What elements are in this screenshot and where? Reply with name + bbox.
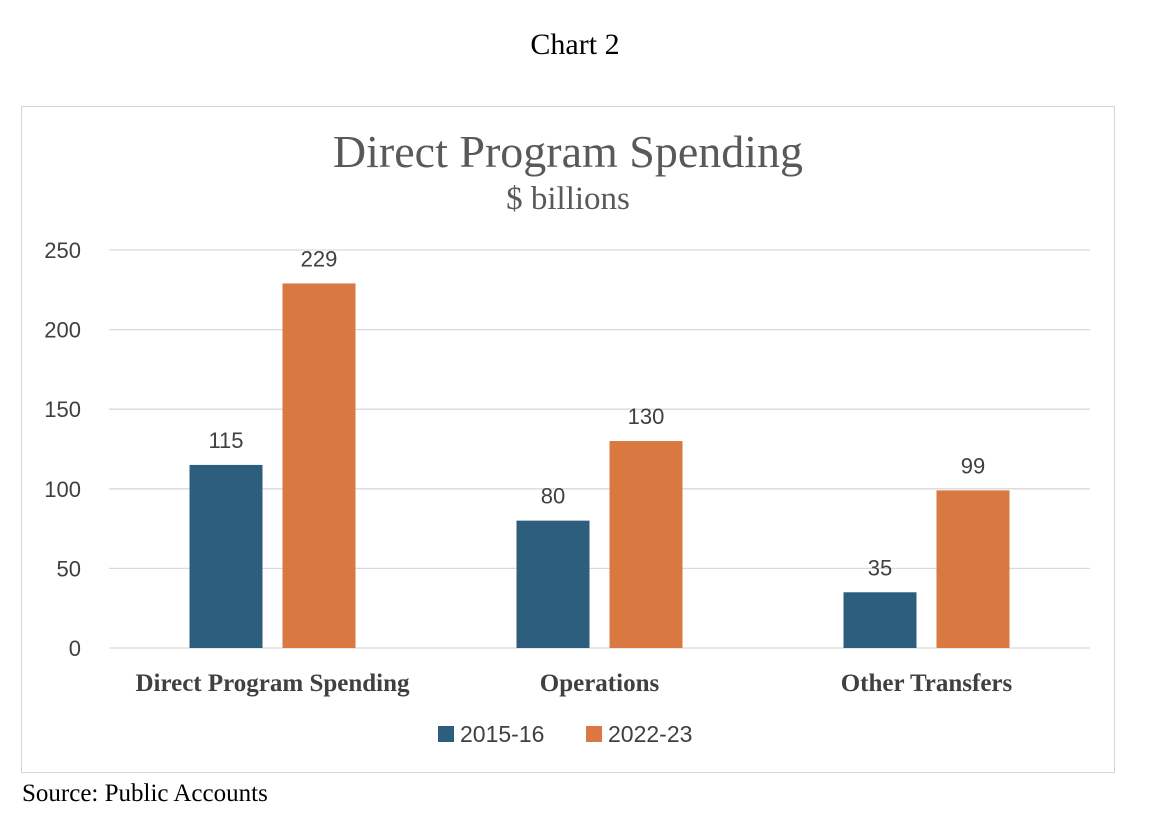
x-category-label: Direct Program Spending (135, 670, 410, 697)
x-category-label: Other Transfers (841, 670, 1013, 697)
data-label: 115 (208, 428, 243, 453)
data-label: 229 (301, 246, 338, 271)
data-label: 80 (541, 484, 565, 509)
chart-caption: Chart 2 (530, 28, 620, 61)
legend-label: 2015-16 (460, 721, 544, 747)
y-tick-label: 50 (57, 556, 81, 581)
bar (189, 464, 263, 648)
y-tick-label: 100 (44, 477, 81, 502)
bar (282, 283, 356, 648)
y-tick-label: 150 (44, 397, 81, 422)
bar (609, 441, 683, 648)
bar (516, 520, 590, 648)
source-note: Source: Public Accounts (22, 780, 268, 807)
y-tick-label: 250 (44, 238, 81, 263)
data-label: 99 (961, 453, 985, 478)
legend-swatch (586, 726, 602, 742)
chart-title: Direct Program Spending (333, 126, 803, 177)
legend-swatch (438, 726, 454, 742)
data-label: 130 (628, 404, 665, 429)
bar (936, 490, 1010, 648)
legend-label: 2022-23 (608, 721, 692, 747)
x-category-label: Operations (540, 670, 660, 697)
y-tick-label: 0 (69, 636, 81, 661)
chart-subtitle: $ billions (506, 181, 630, 217)
chart-frame (21, 106, 1115, 773)
bar (843, 592, 917, 648)
data-label: 35 (868, 555, 892, 580)
y-tick-label: 200 (44, 318, 81, 343)
